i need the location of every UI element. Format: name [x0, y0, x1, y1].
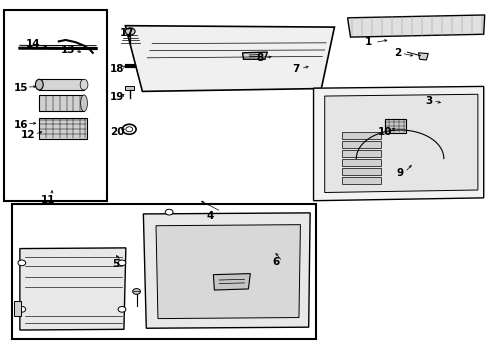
Text: 17: 17: [119, 28, 134, 38]
Polygon shape: [313, 86, 483, 201]
Bar: [341, 141, 380, 148]
Bar: [341, 168, 380, 175]
Bar: [12, 204, 316, 339]
Bar: [341, 159, 380, 166]
Bar: [341, 150, 380, 157]
Circle shape: [165, 209, 173, 215]
Bar: [39, 79, 84, 90]
Text: 20: 20: [110, 127, 124, 137]
Text: 6: 6: [272, 257, 279, 267]
Text: 15: 15: [14, 83, 28, 93]
Circle shape: [118, 260, 125, 266]
Ellipse shape: [440, 97, 451, 111]
Text: 12: 12: [21, 130, 35, 140]
Bar: [341, 177, 380, 184]
Text: 9: 9: [396, 168, 403, 178]
Text: 7: 7: [291, 64, 299, 74]
Bar: [14, 301, 21, 316]
Polygon shape: [143, 213, 309, 328]
Bar: [384, 118, 405, 133]
Text: 8: 8: [256, 53, 263, 63]
Ellipse shape: [81, 95, 87, 111]
Polygon shape: [418, 53, 427, 60]
Bar: [39, 95, 84, 111]
Ellipse shape: [80, 79, 88, 90]
Bar: [125, 86, 134, 90]
Polygon shape: [125, 26, 334, 91]
Text: 11: 11: [40, 195, 55, 204]
Circle shape: [18, 260, 26, 266]
Text: 13: 13: [61, 45, 76, 55]
Text: 14: 14: [26, 39, 40, 49]
Text: 2: 2: [393, 48, 401, 58]
Circle shape: [132, 289, 140, 294]
Ellipse shape: [35, 79, 43, 90]
Circle shape: [125, 28, 135, 35]
Bar: [4, 10, 107, 201]
Text: 18: 18: [110, 64, 124, 73]
Bar: [39, 118, 87, 139]
Polygon shape: [213, 274, 250, 290]
Polygon shape: [20, 248, 125, 330]
Ellipse shape: [436, 94, 455, 114]
Text: 19: 19: [110, 92, 124, 102]
Circle shape: [18, 306, 26, 312]
Text: 10: 10: [378, 127, 392, 137]
Text: 1: 1: [364, 37, 371, 48]
Polygon shape: [347, 15, 484, 37]
Text: 5: 5: [112, 259, 119, 269]
Polygon shape: [242, 52, 267, 59]
Polygon shape: [156, 225, 300, 319]
Text: 3: 3: [425, 96, 432, 107]
Bar: [341, 132, 380, 139]
Circle shape: [118, 306, 125, 312]
Text: 4: 4: [206, 211, 214, 221]
Polygon shape: [324, 94, 477, 193]
Text: 16: 16: [14, 120, 28, 130]
